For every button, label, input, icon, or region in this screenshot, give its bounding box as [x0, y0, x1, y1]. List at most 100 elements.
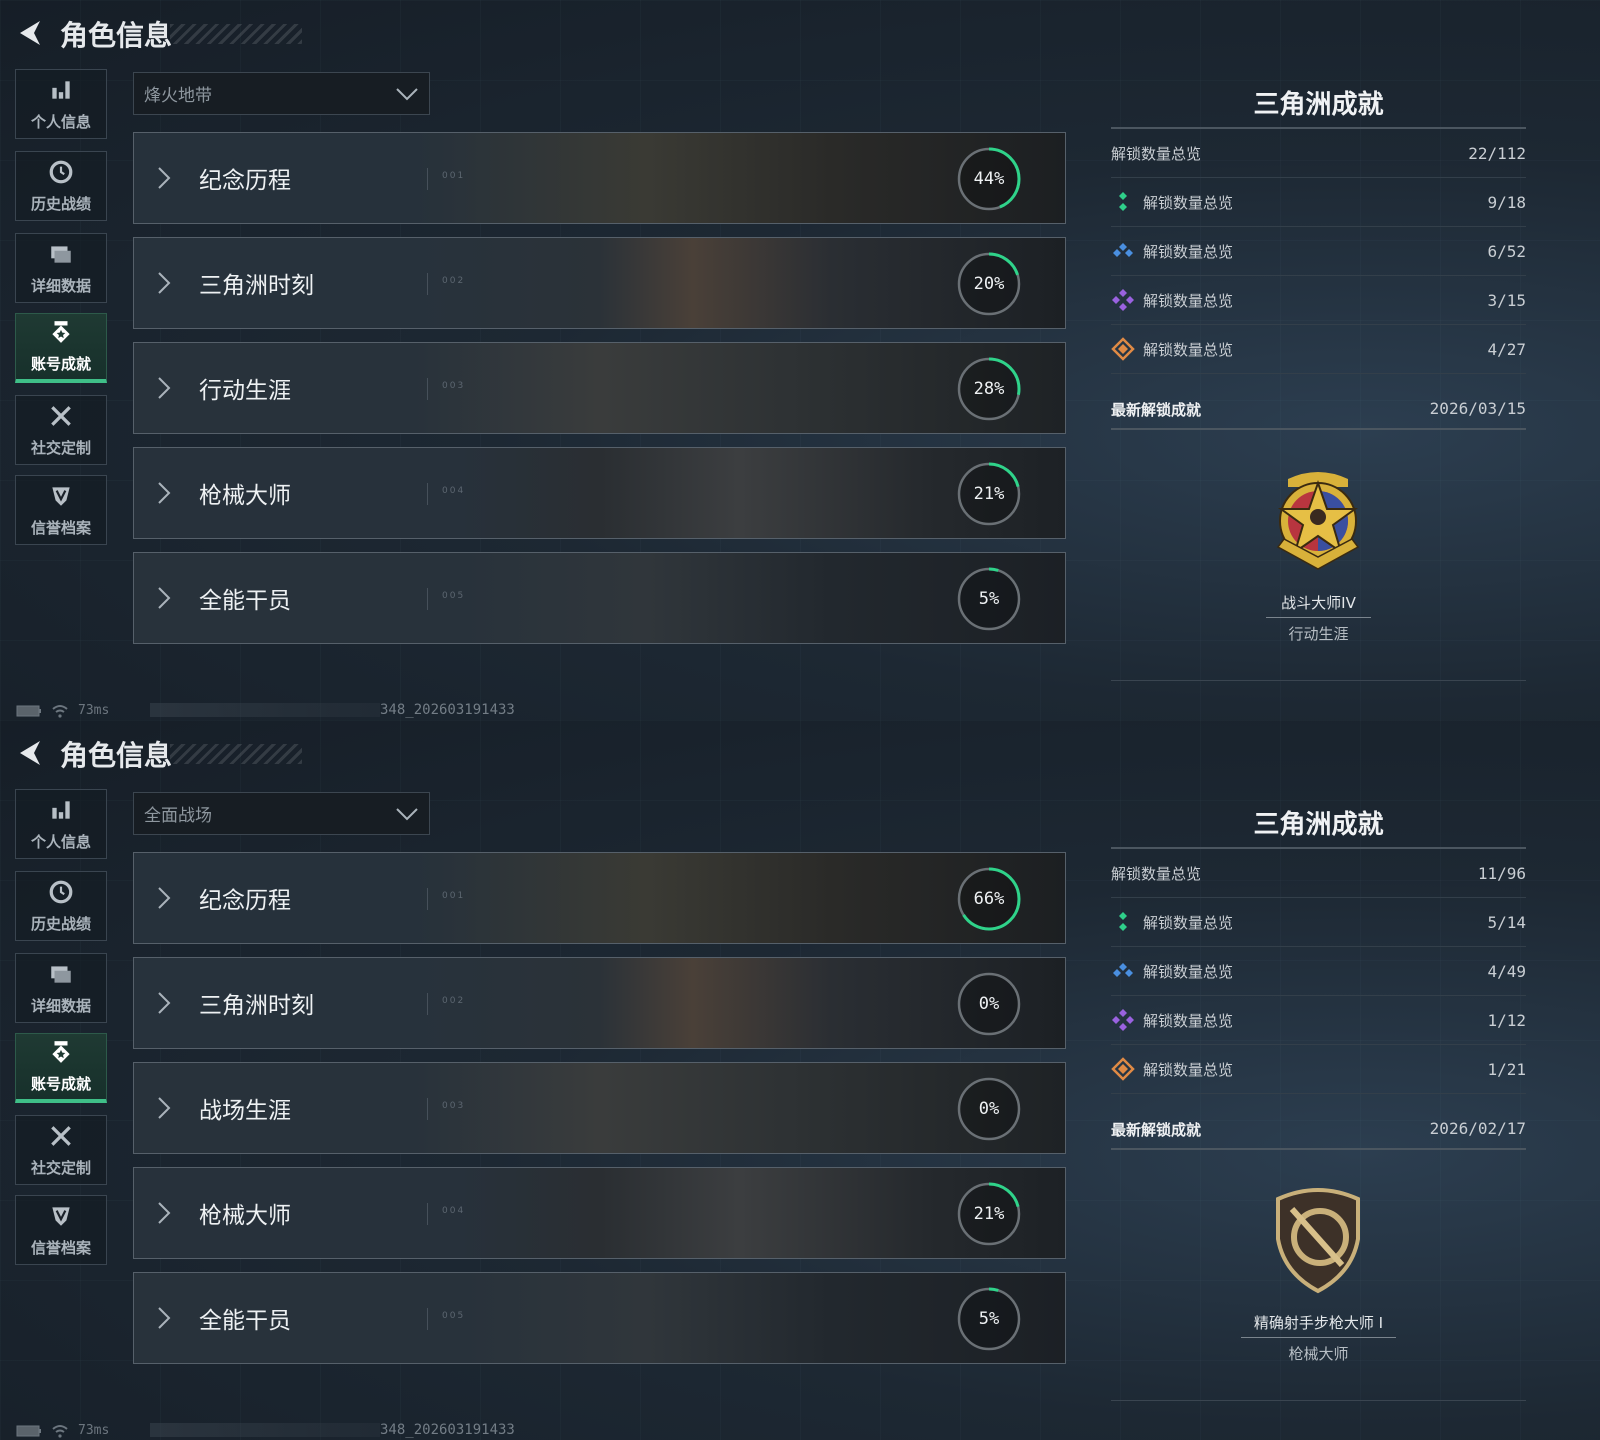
- divider: [1111, 428, 1526, 430]
- progress-percent: 0%: [978, 994, 1000, 1014]
- mode-select-value: 全面战场: [144, 806, 212, 826]
- tier-unlock-row: 解锁数量总览 4/27: [1111, 325, 1526, 374]
- summary-title: 三角洲成就: [1253, 810, 1384, 840]
- achievement-category-card[interactable]: 战场生涯 003 0%: [133, 1062, 1066, 1154]
- blue-tier-icon: [1113, 243, 1133, 257]
- tier-label: 解锁数量总览: [1143, 193, 1234, 212]
- latest-unlock-header: 最新解锁成就 2026/02/17: [1111, 1119, 1526, 1140]
- sidebar-item-4[interactable]: 社交定制: [15, 1115, 107, 1185]
- character-info-screen: 角色信息 个人信息 历史战绩 详细数据 账号成就 社交定制 信誉档案 烽火地带 纪…: [0, 0, 1600, 720]
- bar-chart-icon: [48, 797, 74, 827]
- bar-chart-icon: [48, 77, 74, 107]
- sidebar-item-0[interactable]: 个人信息: [15, 789, 107, 859]
- progress-percent: 20%: [973, 274, 1005, 294]
- build-id: 348_202603191433: [380, 1422, 515, 1438]
- sidebar-item-5[interactable]: 信誉档案: [15, 475, 107, 545]
- shield-icon: [48, 483, 74, 513]
- achievement-category-card[interactable]: 全能干员 005 5%: [133, 552, 1066, 644]
- achievement-category-card[interactable]: 纪念历程 001 44%: [133, 132, 1066, 224]
- progress-percent: 21%: [973, 1204, 1005, 1224]
- divider: [1111, 1400, 1526, 1401]
- progress-percent: 5%: [978, 589, 1000, 609]
- category-name: 全能干员: [199, 588, 291, 614]
- chevron-right-icon: [158, 1202, 171, 1224]
- sidebar-item-1[interactable]: 历史战绩: [15, 871, 107, 941]
- blue-tier-icon: [1113, 963, 1133, 977]
- total-label: 解锁数量总览: [1111, 864, 1202, 883]
- category-name: 纪念历程: [199, 168, 291, 194]
- tier-label: 解锁数量总览: [1143, 962, 1234, 981]
- ping-value: 73ms: [78, 1423, 110, 1438]
- clock-icon: [48, 879, 74, 909]
- character-info-screen: 角色信息 个人信息 历史战绩 详细数据 账号成就 社交定制 信誉档案 全面战场 纪…: [0, 720, 1600, 1440]
- sidebar-item-5[interactable]: 信誉档案: [15, 1195, 107, 1265]
- achievement-category-card[interactable]: 枪械大师 004 21%: [133, 1167, 1066, 1259]
- sidebar-item-label: 详细数据: [30, 276, 91, 295]
- back-arrow-icon[interactable]: [16, 738, 44, 768]
- orange-tier-icon: [1111, 1057, 1135, 1081]
- total-value: 11/96: [1477, 863, 1526, 883]
- achievement-summary-panel: 三角洲成就 解锁数量总览 22/112 解锁数量总览 9/18 解锁数量总览 6/52 解锁…: [1111, 0, 1526, 720]
- tier-value: 3/15: [1487, 290, 1526, 310]
- mode-select-dropdown[interactable]: 烽火地带: [133, 72, 430, 115]
- badge-icon: [48, 1039, 74, 1069]
- achievement-category-card[interactable]: 枪械大师 004 21%: [133, 447, 1066, 539]
- latest-date: 2026/02/17: [1429, 1119, 1526, 1138]
- progress-ring: [957, 1077, 1021, 1141]
- summary-title: 三角洲成就: [1253, 90, 1384, 120]
- orange-tier-icon: [1111, 337, 1135, 361]
- chevron-right-icon: [158, 272, 171, 294]
- total-unlock-row: 解锁数量总览 22/112: [1111, 129, 1526, 178]
- latest-unlock-header: 最新解锁成就 2026/03/15: [1111, 399, 1526, 420]
- divider: [427, 888, 428, 910]
- achievement-category-card[interactable]: 全能干员 005 5%: [133, 1272, 1066, 1364]
- achievement-category: 枪械大师: [1288, 1345, 1349, 1363]
- achievement-category-card[interactable]: 纪念历程 001 66%: [133, 852, 1066, 944]
- achievement-category-card[interactable]: 三角洲时刻 002 0%: [133, 957, 1066, 1049]
- wifi-icon: [52, 704, 68, 718]
- sidebar-item-1[interactable]: 历史战绩: [15, 151, 107, 221]
- tier-unlock-row: 解锁数量总览 1/21: [1111, 1045, 1526, 1094]
- category-code: 003: [442, 381, 466, 391]
- progress-percent: 5%: [978, 1309, 1000, 1329]
- achievement-category-card[interactable]: 三角洲时刻 002 20%: [133, 237, 1066, 329]
- tools-icon: [48, 403, 74, 433]
- title-decoration: [170, 24, 302, 44]
- sidebar-item-3[interactable]: 账号成就: [15, 313, 107, 383]
- mode-select-dropdown[interactable]: 全面战场: [133, 792, 430, 835]
- category-name: 枪械大师: [199, 483, 291, 509]
- category-code: 003: [442, 1101, 466, 1111]
- sidebar-item-label: 信誉档案: [30, 518, 91, 537]
- divider: [1241, 1337, 1396, 1338]
- sidebar-item-2[interactable]: 详细数据: [15, 953, 107, 1023]
- divider: [427, 1098, 428, 1120]
- tools-icon: [48, 1123, 74, 1153]
- page-title: 角色信息: [60, 19, 173, 52]
- back-arrow-icon[interactable]: [16, 18, 44, 48]
- progress-ring: [957, 972, 1021, 1036]
- total-unlock-row: 解锁数量总览 11/96: [1111, 849, 1526, 898]
- folder-icon: [48, 241, 74, 271]
- sidebar-item-4[interactable]: 社交定制: [15, 395, 107, 465]
- divider: [427, 483, 428, 505]
- achievement-category-card[interactable]: 行动生涯 003 28%: [133, 342, 1066, 434]
- chevron-right-icon: [158, 1097, 171, 1119]
- divider: [427, 378, 428, 400]
- chevron-right-icon: [158, 482, 171, 504]
- divider: [427, 1308, 428, 1330]
- sidebar-item-2[interactable]: 详细数据: [15, 233, 107, 303]
- chevron-down-icon: [396, 87, 418, 100]
- green-tier-icon: [1119, 912, 1127, 931]
- clock-icon: [48, 159, 74, 189]
- sidebar-item-0[interactable]: 个人信息: [15, 69, 107, 139]
- tier-unlock-row: 解锁数量总览 4/49: [1111, 947, 1526, 996]
- latest-date: 2026/03/15: [1429, 399, 1526, 418]
- tier-value: 4/49: [1487, 961, 1526, 981]
- category-code: 004: [442, 486, 466, 496]
- chevron-down-icon: [396, 807, 418, 820]
- sidebar-item-3[interactable]: 账号成就: [15, 1033, 107, 1103]
- status-bar: 73ms: [16, 1423, 109, 1438]
- green-tier-icon: [1119, 192, 1127, 211]
- divider: [1111, 847, 1526, 849]
- latest-label: 最新解锁成就: [1111, 401, 1202, 419]
